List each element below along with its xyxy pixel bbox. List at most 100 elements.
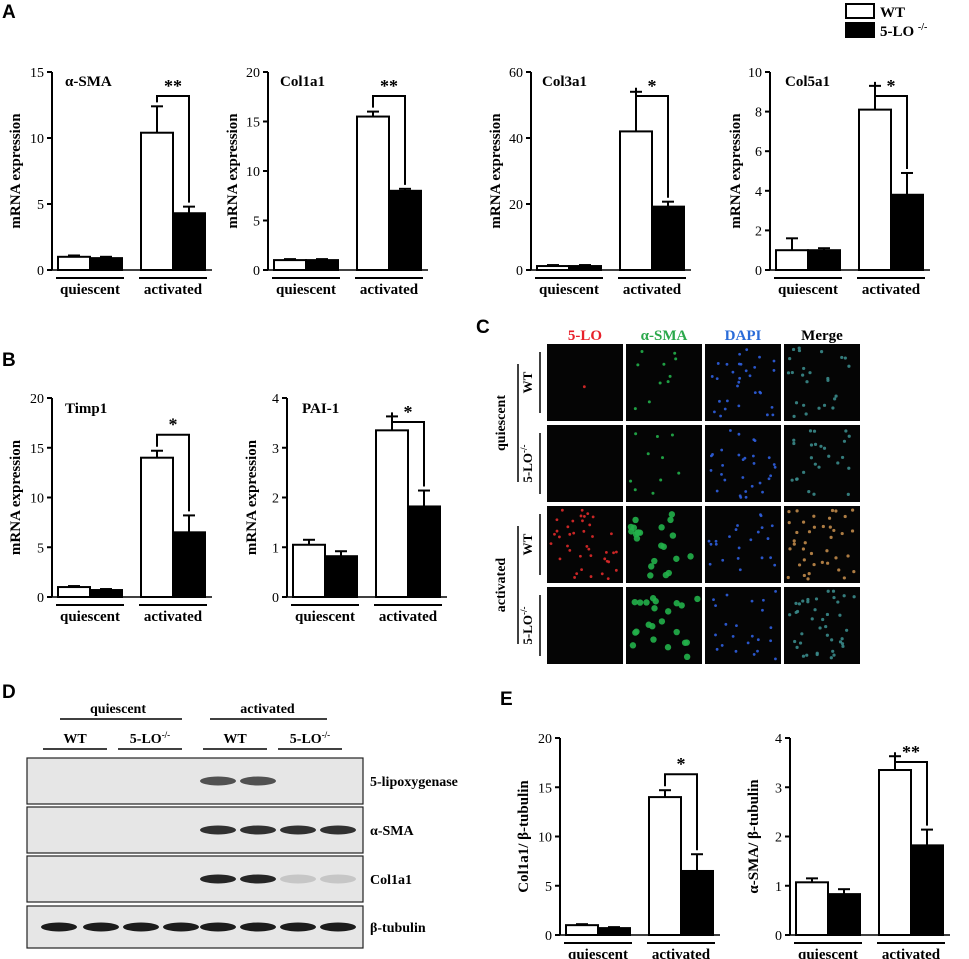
panel-letter-c: C [476,317,490,338]
microscopy-cell [566,544,569,548]
microscopy-cell [843,356,847,360]
microscopy-cell [610,532,613,536]
microscopy-cell [659,478,663,482]
microscopy-cell [802,366,806,371]
microscopy-cell [647,572,654,579]
microscopy-cell [636,363,640,367]
microscopy-cell [852,595,856,599]
microscopy-cell [822,403,827,407]
microscopy-cell [760,526,764,530]
microscopy-cell [822,446,827,450]
microscopy-cell [716,362,720,365]
group-label: quiescent [539,282,599,298]
y-tick-label: 0 [516,264,523,279]
bar-activated-wt [140,131,174,271]
microscopy-cell [797,602,802,606]
microscopy-cell [831,649,835,653]
microscopy-cell [634,432,638,436]
significance-bracket [391,412,425,487]
scale-bar-label: 50μm [941,649,963,659]
microscopy-cell [647,400,651,404]
microscopy-cell [673,628,680,636]
microscopy-cell [842,576,846,580]
group-label: quiescent [568,947,628,959]
microscopy-cell [729,429,732,432]
blot-band [83,922,119,932]
microscopy-image [784,587,860,664]
chart-title: Col1a1 [280,74,325,90]
microscopy-cell [804,412,808,416]
y-tick-label: 4 [775,732,782,747]
y-tick-label: 0 [272,591,279,606]
legend-swatch-wt [845,3,875,19]
microscopy-cell [795,609,800,614]
microscopy-cell [651,605,658,612]
microscopy-cell [836,600,840,604]
microscopy-cell [737,546,741,550]
microscopy-cell [795,645,799,649]
microscopy-cell [824,624,828,629]
microscopy-image [626,425,702,502]
microscopy-cell [560,508,564,512]
bar-activated-wt [878,769,912,937]
microscopy-cell [632,516,639,524]
microscopy-cell [840,455,845,460]
microscopy-cell [774,657,777,661]
microscopy-cell [640,349,644,353]
microscopy-cell [736,556,740,560]
y-tick-label: 15 [30,66,44,81]
microscopy-cell [589,575,593,578]
microscopy-cell [790,370,794,375]
microscopy-cell [794,601,798,605]
bar-quiescent-ko [324,555,358,599]
significance-bracket [156,433,190,512]
microscopy-image [626,587,702,664]
microscopy-cell [813,462,817,466]
microscopy-image [626,344,702,421]
microscopy-cell [802,403,806,407]
microscopy-cell [749,538,753,542]
microscopy-cell [720,472,723,476]
microscopy-cell [828,525,832,529]
microscopy-cell [850,508,855,512]
microscopy-cell [712,598,715,602]
microscopy-cell [667,516,674,524]
microscopy-cell [792,414,796,418]
legend-swatch-ko [845,22,875,38]
microscopy-cell [767,477,771,481]
microscopy-cell [607,560,611,564]
y-tick-label: 10 [538,831,552,846]
significance-marker: * [887,76,896,96]
microscopy-cell [840,637,844,641]
microscopy-cell [630,524,638,531]
microscopy-cell [738,352,742,356]
bar-chart-4: 0 2 4 6 8 10 mRNA expression Col5a1 quiescent act… [728,66,930,298]
microscopy-cell [758,390,762,394]
bar-quiescent-ko [597,927,631,936]
panel-letter-e: E [500,689,513,710]
microscopy-cell [658,524,665,531]
microscopy-cell [651,557,658,565]
microscopy-cell [802,558,806,562]
bar-chart-1: 0 5 10 15 mRNA expression α-SMA quiescent activ… [8,66,212,298]
bar-activated-wt [140,456,174,599]
bar-chart-7: 0 5 10 15 20 Col1a1/ β-tubulin quiescent activa… [516,732,720,959]
microscopy-cell [600,572,604,576]
bar-activated-wt [648,796,682,936]
microscopy-cell [808,429,813,433]
microscopy-cell [587,547,591,551]
microscopy-cell [841,644,845,648]
microscopy-image [784,425,860,502]
microscopy-cell [678,602,685,609]
microscopy-cell [770,524,774,528]
microscopy-cell [748,374,752,378]
microscopy-cell [840,531,844,536]
microscopy-cell [769,639,773,643]
microscopy-cell [744,490,748,493]
microscopy-cell [759,514,763,518]
y-axis-label: mRNA expression [488,113,504,229]
microscopy-cell [792,539,796,543]
microscopy-cell [795,509,799,513]
y-tick-label: 10 [30,492,44,507]
microscopy-column-label: α-SMA [641,328,688,344]
